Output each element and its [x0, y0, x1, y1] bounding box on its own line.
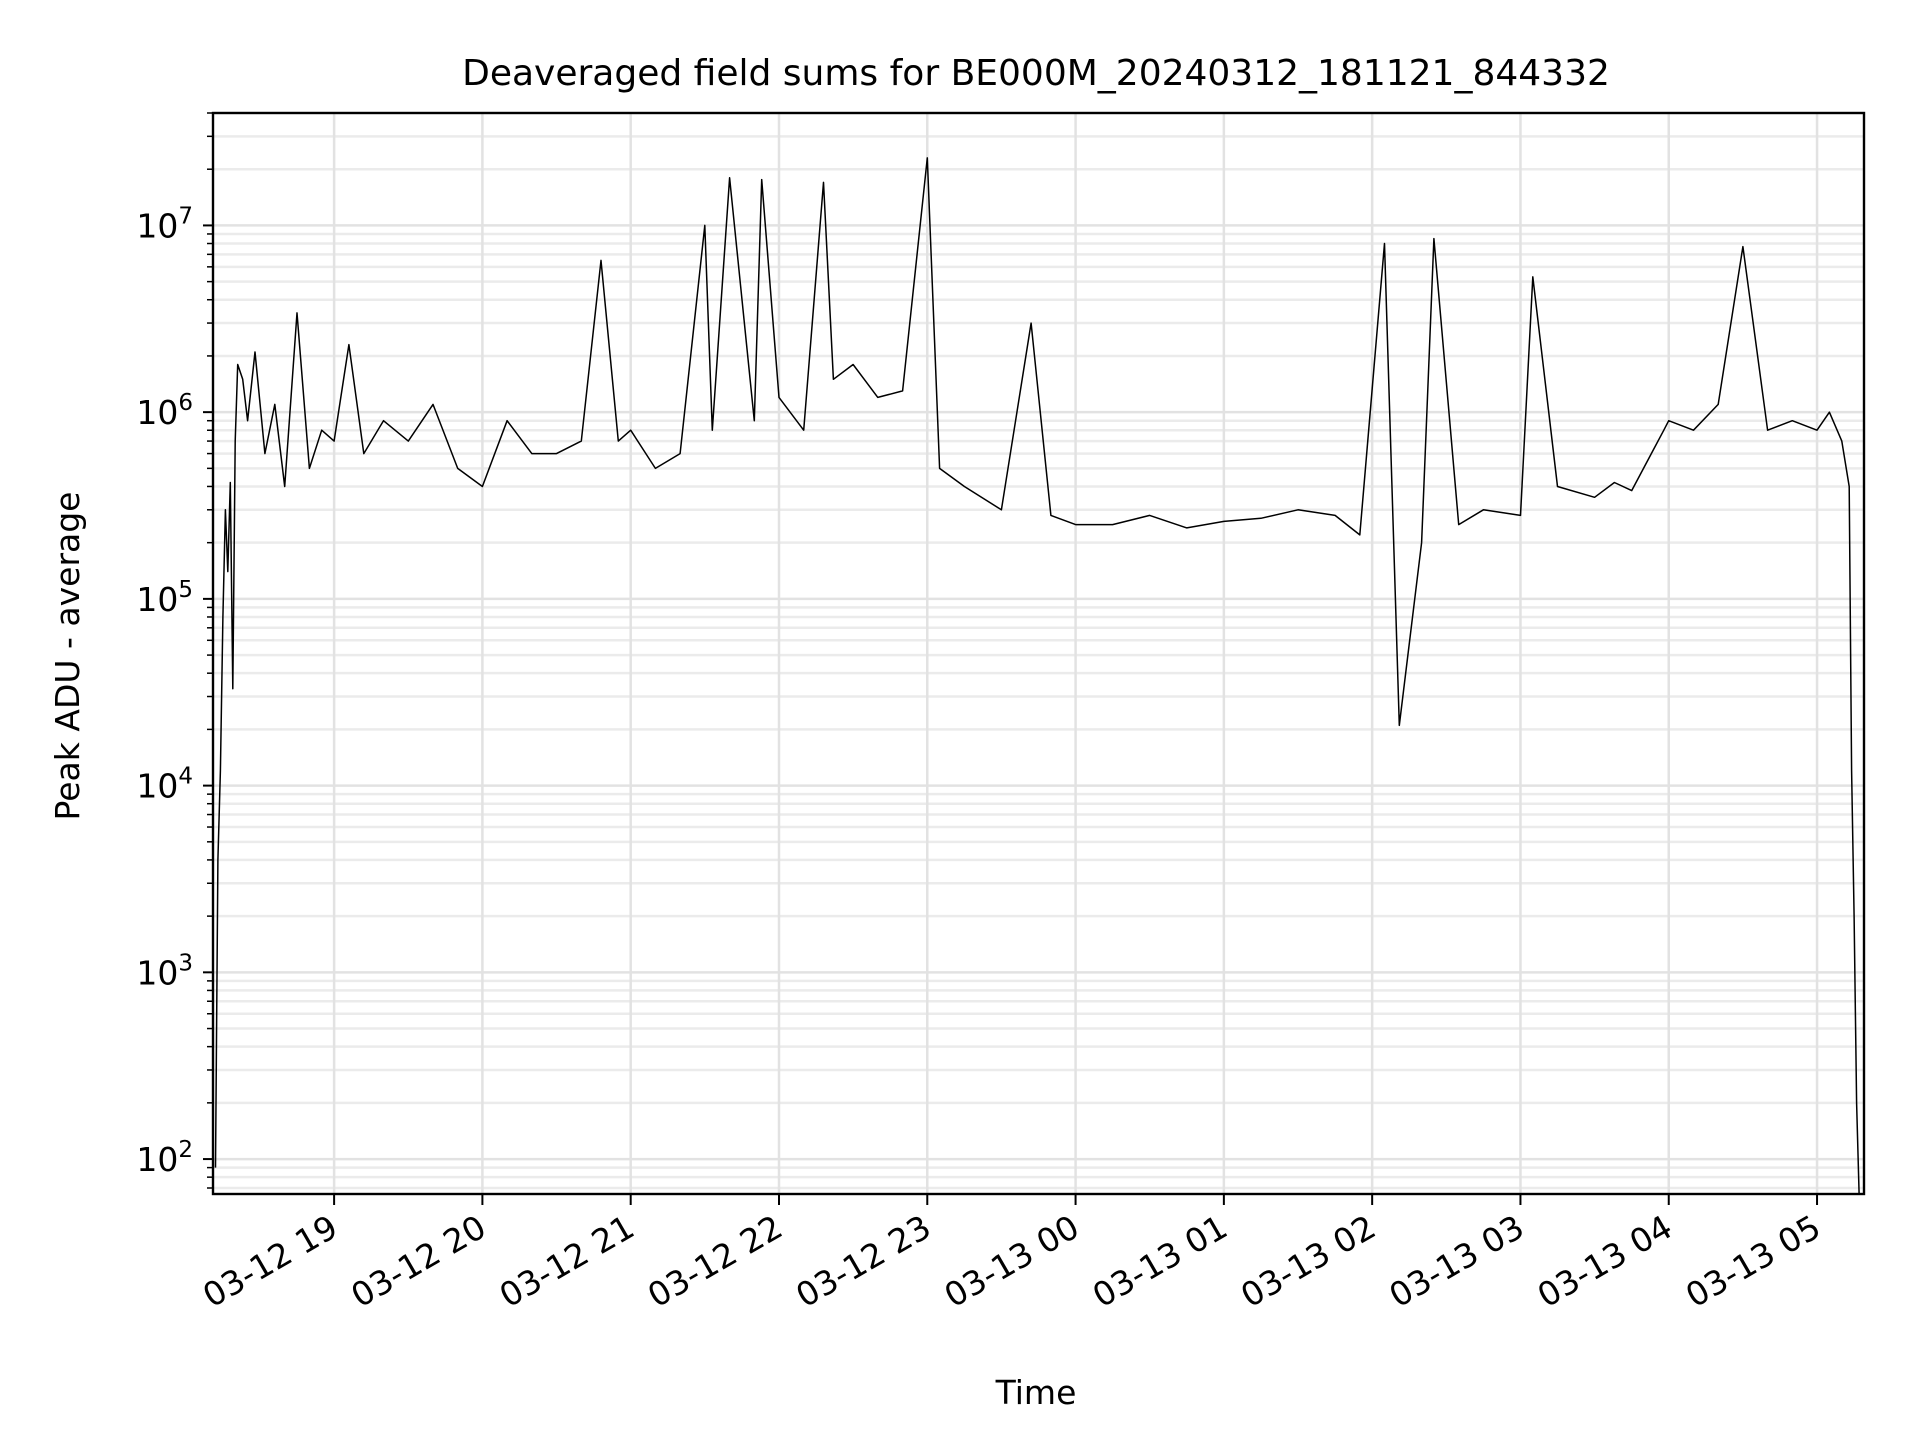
y-tick-label: 104 — [136, 764, 193, 806]
y-tick-exponent: 2 — [178, 1137, 193, 1163]
y-tick-exponent: 4 — [178, 764, 193, 790]
series-line — [214, 157, 1860, 1195]
y-tick-exponent: 5 — [178, 577, 193, 603]
y-tick-exponent: 7 — [178, 203, 193, 229]
y-tick-base: 10 — [136, 953, 178, 992]
y-tick-label: 106 — [136, 390, 193, 432]
y-tick-label: 105 — [136, 577, 193, 619]
plot-area — [211, 111, 1866, 1196]
y-tick-exponent: 6 — [178, 390, 193, 416]
y-tick-label: 107 — [136, 203, 193, 245]
x-axis-label: Time — [995, 1373, 1077, 1412]
y-tick-label: 103 — [136, 950, 193, 992]
y-tick-label: 102 — [136, 1137, 193, 1179]
axes-frame — [211, 111, 1866, 1196]
y-tick-exponent: 3 — [178, 950, 193, 976]
y-axis-label: Peak ADU - average — [48, 492, 87, 821]
y-tick-base: 10 — [136, 767, 178, 806]
y-tick-base: 10 — [136, 1140, 178, 1179]
minor-gridlines — [213, 111, 1864, 1190]
y-tick-base: 10 — [136, 393, 178, 432]
y-tick-base: 10 — [136, 206, 178, 245]
y-tick-base: 10 — [136, 580, 178, 619]
chart-title: Deaveraged field sums for BE000M_2024031… — [462, 53, 1610, 94]
major-gridlines — [213, 113, 1864, 1194]
